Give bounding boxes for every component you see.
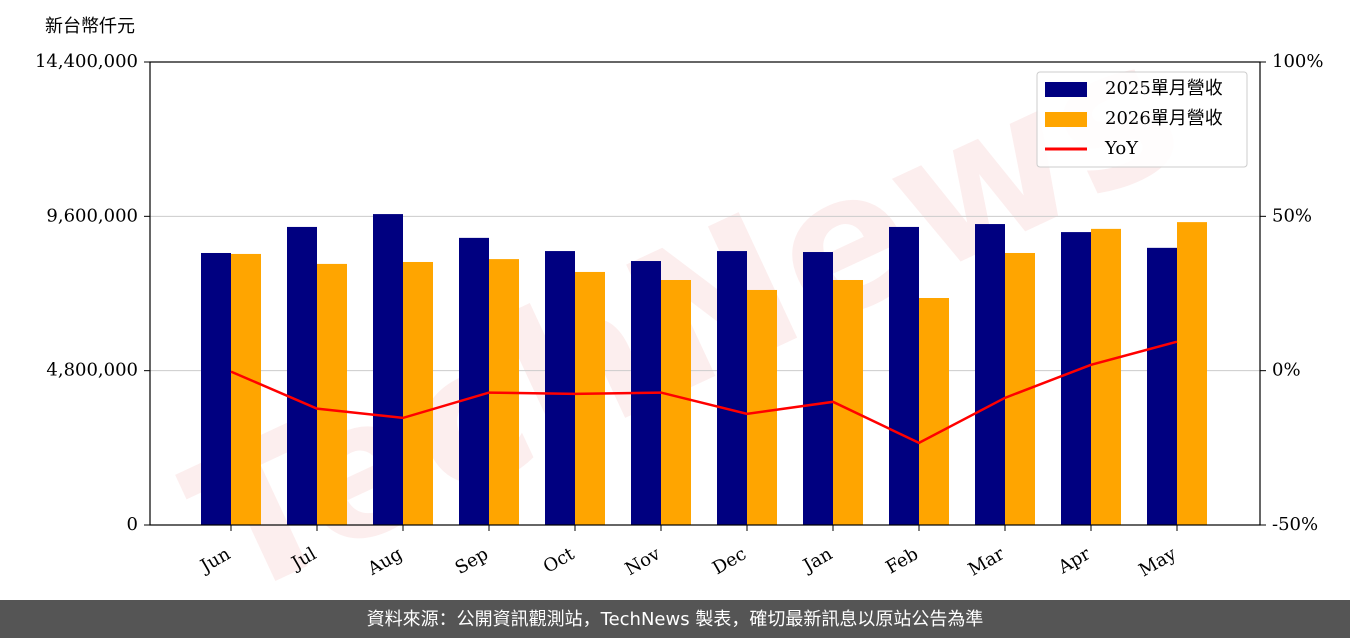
bar: [833, 279, 863, 525]
plot-frame: [149, 61, 1261, 526]
y2-tick-label: 50%: [1272, 205, 1312, 226]
bar: [201, 252, 231, 526]
legend-label: 2026單月營收: [1105, 108, 1223, 129]
x-tick-label: Oct: [540, 543, 579, 578]
bar: [459, 237, 489, 525]
x-tick-label: May: [1135, 543, 1180, 581]
y-tick-label: 14,400,000: [35, 51, 138, 72]
y-tick-label: 4,800,000: [46, 360, 138, 381]
legend-label: 2025單月營收: [1105, 78, 1223, 99]
line: [230, 340, 1178, 445]
legend-swatch: [1045, 112, 1087, 127]
legend-box: [1036, 71, 1248, 168]
y-axis-label: 新台幣仟元: [45, 16, 135, 37]
bar: [317, 263, 347, 525]
legend-swatch: [1045, 82, 1087, 97]
y-tick-label: 0: [127, 514, 138, 535]
legend-label: YoY: [1104, 138, 1139, 159]
bar: [1177, 222, 1207, 525]
y2-tick-label: 100%: [1272, 51, 1323, 72]
bar: [575, 271, 605, 525]
bar: [1147, 247, 1177, 525]
bar: [717, 251, 747, 525]
y2-tick-label: 0%: [1272, 360, 1301, 381]
bar: [231, 253, 261, 525]
x-tick-label: Apr: [1054, 543, 1094, 578]
bar: [975, 224, 1005, 526]
bar: [661, 279, 691, 525]
y2-tick-label: -50%: [1272, 514, 1318, 535]
bar: [287, 226, 317, 525]
bar: [373, 214, 403, 525]
x-tick-label: Mar: [965, 543, 1009, 580]
bar: [545, 251, 575, 525]
x-tick-label: Nov: [622, 543, 665, 580]
x-tick-label: Sep: [452, 543, 492, 578]
source-note: 資料來源：公開資訊觀測站，TechNews 製表，確切最新訊息以原站公告為準: [367, 609, 984, 630]
bar: [1091, 228, 1121, 525]
x-tick-label: Feb: [882, 543, 922, 578]
bar: [1061, 232, 1091, 525]
bar: [747, 289, 777, 525]
y-tick-label: 9,600,000: [46, 205, 138, 226]
bar: [919, 298, 949, 525]
footer-bar: [0, 600, 1350, 638]
bar: [403, 261, 433, 525]
bar: [803, 252, 833, 525]
x-tick-label: Dec: [709, 543, 750, 579]
bar: [889, 226, 919, 525]
x-tick-label: Jan: [798, 543, 836, 577]
